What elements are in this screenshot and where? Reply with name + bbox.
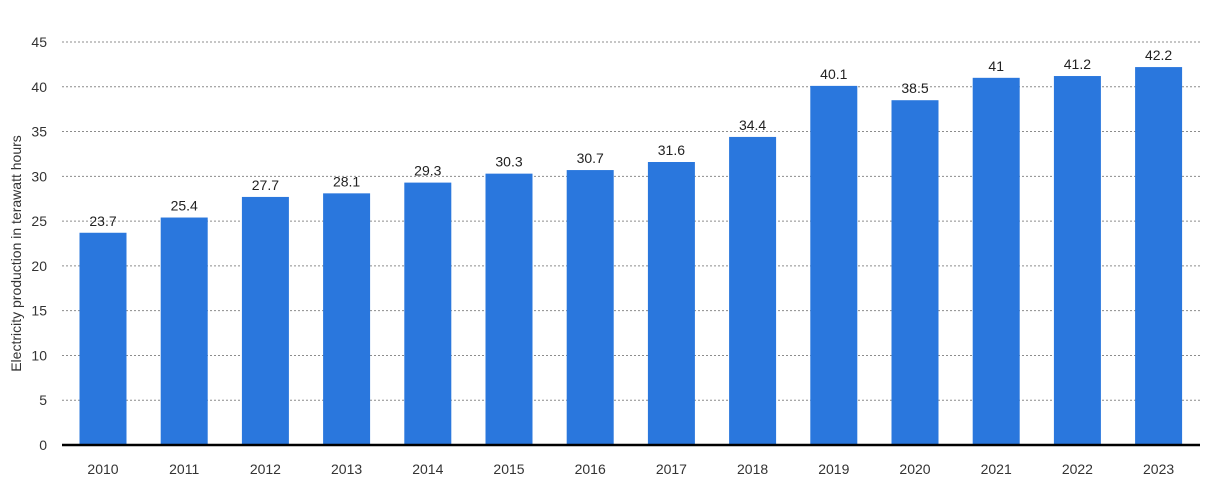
bar [241, 196, 289, 445]
bar-value-label: 41.2 [1064, 56, 1091, 72]
bars [79, 67, 1183, 446]
y-tick-label: 45 [31, 34, 47, 50]
bar-value-label: 29.3 [414, 163, 441, 179]
y-tick-label: 5 [39, 392, 47, 408]
x-tick-label: 2012 [250, 461, 281, 477]
bar-value-label: 38.5 [901, 80, 928, 96]
bar [404, 182, 452, 445]
bar [647, 162, 695, 445]
y-axis-title: Electricity production in terawatt hours [8, 135, 24, 372]
bar-value-label: 28.1 [333, 173, 360, 189]
y-tick-label: 35 [31, 124, 47, 140]
y-tick-label: 20 [31, 258, 47, 274]
y-tick-label: 15 [31, 303, 47, 319]
x-tick-label: 2013 [331, 461, 362, 477]
y-axis-ticks: 0 5 10 15 20 25 30 35 40 45 [31, 34, 47, 453]
bar [566, 170, 614, 445]
bar [1135, 67, 1183, 445]
y-tick-label: 0 [39, 437, 47, 453]
x-tick-label: 2020 [899, 461, 930, 477]
bar [810, 85, 858, 445]
bar-value-label: 25.4 [171, 198, 198, 214]
bar-value-label: 30.7 [577, 150, 604, 166]
bar [729, 136, 777, 445]
bar [79, 232, 127, 445]
gridlines [62, 41, 1200, 401]
data-labels: 23.7 25.4 27.7 28.1 29.3 30.3 30.7 31.6 34.4 40.1… [89, 47, 1172, 229]
bar-value-label: 30.3 [495, 154, 522, 170]
bar-value-label: 27.7 [252, 177, 279, 193]
x-tick-label: 2018 [737, 461, 768, 477]
y-tick-label: 30 [31, 168, 47, 184]
x-tick-label: 2022 [1062, 461, 1093, 477]
x-tick-label: 2021 [981, 461, 1012, 477]
bar-value-label: 42.2 [1145, 47, 1172, 63]
y-tick-label: 40 [31, 79, 47, 95]
bar-value-label: 31.6 [658, 142, 685, 158]
bar [1053, 76, 1101, 445]
bar-value-label: 40.1 [820, 66, 847, 82]
x-tick-label: 2016 [575, 461, 606, 477]
x-tick-label: 2017 [656, 461, 687, 477]
bar [891, 100, 939, 445]
y-tick-label: 25 [31, 213, 47, 229]
bar [972, 77, 1020, 446]
bar [485, 173, 533, 445]
bar-value-label: 23.7 [89, 213, 116, 229]
y-tick-label: 10 [31, 347, 47, 363]
x-tick-label: 2023 [1143, 461, 1174, 477]
bar [160, 217, 208, 445]
x-axis-ticks: 2010 2011 2012 2013 2014 2015 2016 2017 2018 2019… [87, 461, 1174, 477]
x-tick-label: 2011 [169, 461, 199, 477]
bar-value-label: 41 [988, 58, 1004, 74]
x-tick-label: 2019 [818, 461, 849, 477]
bar-value-label: 34.4 [739, 117, 766, 133]
bar [323, 193, 371, 445]
x-tick-label: 2014 [412, 461, 443, 477]
x-tick-label: 2010 [87, 461, 118, 477]
x-tick-label: 2015 [493, 461, 524, 477]
